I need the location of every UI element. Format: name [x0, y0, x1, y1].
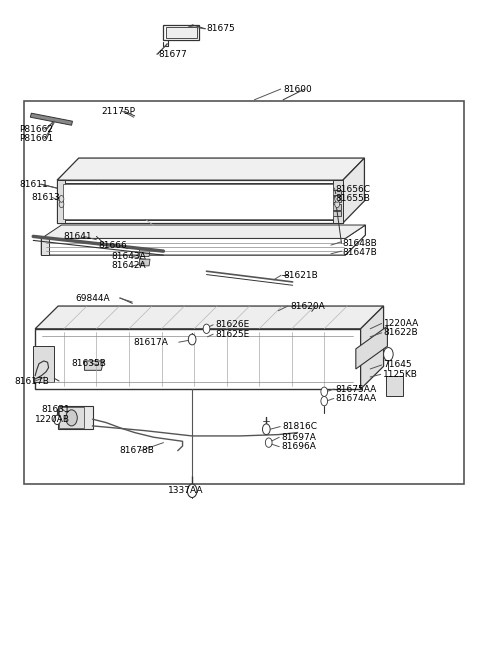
- Polygon shape: [307, 196, 340, 201]
- Text: 81643A: 81643A: [112, 252, 146, 261]
- Bar: [24, 101, 464, 484]
- Polygon shape: [307, 189, 340, 195]
- Text: 81620A: 81620A: [290, 301, 325, 311]
- Circle shape: [54, 415, 60, 425]
- Circle shape: [265, 438, 272, 448]
- Text: 1220AA: 1220AA: [384, 319, 419, 328]
- Circle shape: [187, 484, 197, 497]
- Polygon shape: [35, 329, 360, 389]
- Text: P81662: P81662: [19, 125, 53, 134]
- Text: 81631: 81631: [42, 405, 71, 413]
- Circle shape: [335, 201, 339, 207]
- Text: 81696A: 81696A: [281, 442, 316, 451]
- Polygon shape: [57, 180, 65, 223]
- Polygon shape: [57, 160, 364, 180]
- Text: 81622B: 81622B: [384, 328, 418, 338]
- Polygon shape: [57, 158, 364, 180]
- Polygon shape: [140, 259, 150, 266]
- Text: 81626E: 81626E: [215, 320, 250, 329]
- Text: 81600: 81600: [283, 85, 312, 93]
- Text: 1220AB: 1220AB: [35, 415, 70, 424]
- Polygon shape: [360, 306, 384, 389]
- Text: 1337AA: 1337AA: [168, 486, 204, 495]
- Polygon shape: [41, 238, 48, 255]
- Text: 81635B: 81635B: [72, 359, 107, 368]
- Polygon shape: [386, 376, 403, 396]
- Circle shape: [321, 397, 327, 406]
- Text: 81642A: 81642A: [112, 262, 146, 270]
- Text: 81611: 81611: [19, 180, 48, 189]
- Text: 81678B: 81678B: [120, 446, 154, 455]
- Circle shape: [66, 410, 77, 426]
- Polygon shape: [41, 225, 365, 255]
- Polygon shape: [333, 180, 343, 223]
- Polygon shape: [307, 211, 340, 216]
- Polygon shape: [41, 225, 365, 238]
- Text: 81613: 81613: [32, 193, 60, 202]
- Circle shape: [321, 387, 327, 397]
- Polygon shape: [57, 180, 343, 223]
- Polygon shape: [63, 184, 333, 219]
- Circle shape: [188, 334, 196, 345]
- Text: 81647B: 81647B: [342, 248, 377, 257]
- Polygon shape: [35, 306, 384, 329]
- Text: 81677: 81677: [158, 50, 187, 59]
- Text: 81617B: 81617B: [14, 376, 49, 386]
- Text: 81666: 81666: [99, 242, 128, 250]
- Polygon shape: [140, 250, 150, 256]
- Text: 81697A: 81697A: [281, 433, 316, 442]
- Text: 81674AA: 81674AA: [336, 394, 377, 403]
- Text: P81661: P81661: [19, 134, 53, 143]
- Polygon shape: [356, 326, 387, 369]
- Circle shape: [335, 195, 339, 202]
- Circle shape: [59, 195, 64, 202]
- Circle shape: [384, 348, 393, 361]
- Text: 1125KB: 1125KB: [383, 370, 418, 379]
- Polygon shape: [163, 25, 199, 40]
- Text: 71645: 71645: [384, 360, 412, 370]
- Text: 81675AA: 81675AA: [336, 384, 377, 394]
- Text: 81675: 81675: [206, 24, 235, 34]
- Polygon shape: [58, 406, 93, 429]
- Polygon shape: [33, 346, 54, 382]
- Polygon shape: [343, 158, 364, 223]
- Polygon shape: [65, 183, 336, 220]
- Text: 81648B: 81648B: [342, 239, 377, 248]
- Polygon shape: [30, 113, 72, 125]
- Text: 81621B: 81621B: [283, 270, 318, 280]
- Text: 81641: 81641: [63, 232, 92, 241]
- Circle shape: [263, 424, 270, 435]
- Text: 81656C: 81656C: [336, 185, 371, 194]
- Text: 81655B: 81655B: [336, 195, 371, 203]
- Polygon shape: [307, 204, 340, 209]
- Polygon shape: [59, 407, 84, 428]
- Text: 21175P: 21175P: [101, 107, 135, 115]
- Polygon shape: [84, 361, 104, 370]
- Polygon shape: [166, 28, 197, 38]
- Text: 81625E: 81625E: [215, 329, 250, 339]
- Circle shape: [203, 324, 210, 333]
- Text: 81816C: 81816C: [282, 422, 317, 431]
- Text: 81617A: 81617A: [134, 338, 168, 347]
- Text: 69844A: 69844A: [75, 293, 109, 303]
- Circle shape: [59, 201, 64, 207]
